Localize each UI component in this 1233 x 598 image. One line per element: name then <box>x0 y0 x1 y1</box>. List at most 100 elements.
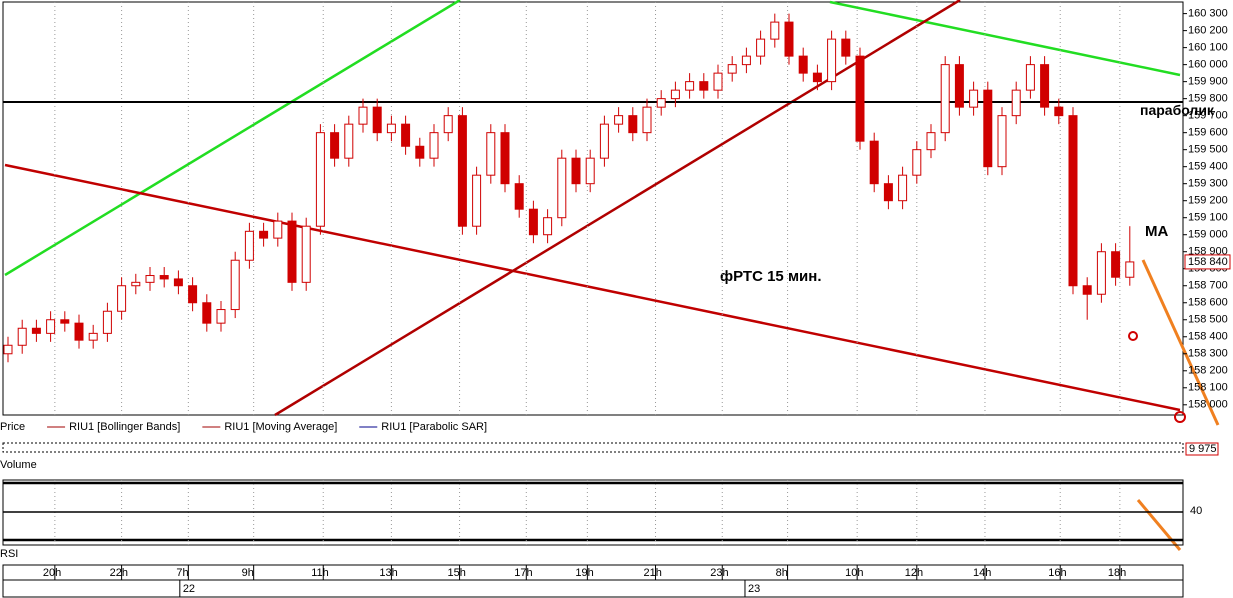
y-tick-label: 159 700 <box>1188 110 1228 122</box>
candle-body <box>1125 261 1135 278</box>
x-tick-label: 18h <box>1108 567 1126 579</box>
x-tick-label: 22h <box>110 567 128 579</box>
x-tick-label: 7h <box>176 567 188 579</box>
candle-body <box>102 310 112 334</box>
y-tick-label: 158 100 <box>1188 382 1228 394</box>
x-tick-label: 21h <box>644 567 662 579</box>
legend-entry: Price <box>0 421 25 433</box>
legend-entry: RIU1 [Parabolic SAR] <box>381 421 487 433</box>
candle-body <box>216 309 226 324</box>
x-tick-label: 23h <box>710 567 728 579</box>
candle-body <box>614 115 624 125</box>
candle-body <box>1025 64 1035 91</box>
candle-body <box>486 132 496 176</box>
y-tick-label: 158 300 <box>1188 348 1228 360</box>
y-tick-label: 159 600 <box>1188 127 1228 139</box>
y-tick-label: 158 600 <box>1188 297 1228 309</box>
candle-body <box>656 98 666 108</box>
candle-body <box>17 327 27 346</box>
date-axis <box>2 579 1184 598</box>
candle-body <box>528 208 538 236</box>
date-label: 23 <box>748 583 760 595</box>
candle-body <box>741 55 751 66</box>
candle-body <box>855 55 865 142</box>
candle-body <box>827 38 837 83</box>
candle-body <box>1011 89 1021 117</box>
y-tick-label: 158 400 <box>1188 331 1228 343</box>
last-price-box <box>1184 254 1231 270</box>
y-tick-label: 159 300 <box>1188 178 1228 190</box>
candle-body <box>457 115 467 227</box>
candle-body <box>1111 251 1121 278</box>
candle-body <box>1054 106 1064 117</box>
candle-body <box>273 220 283 239</box>
candle-body <box>699 81 709 91</box>
chart-title: фРТС 15 мин. <box>720 268 822 285</box>
candle-body <box>202 302 212 324</box>
candle-body <box>287 220 297 283</box>
y-tick-label: 160 300 <box>1188 8 1228 20</box>
y-tick-label: 160 100 <box>1188 42 1228 54</box>
volume-box <box>1185 442 1219 456</box>
y-tick-label: 158 200 <box>1188 365 1228 377</box>
candle-body <box>798 55 808 74</box>
candle-body <box>571 157 581 185</box>
candle-body <box>997 115 1007 168</box>
candle-body <box>131 281 141 287</box>
candle-body <box>685 81 695 91</box>
candle-body <box>358 106 368 125</box>
candle-body <box>926 132 936 151</box>
candle-body <box>159 275 169 280</box>
candle-body <box>1096 251 1106 295</box>
candle-body <box>883 183 893 202</box>
trend-line <box>829 0 1181 77</box>
candle-body <box>557 157 567 219</box>
annotations <box>4 0 1220 551</box>
candle-body <box>713 72 723 91</box>
candle-body <box>401 123 411 147</box>
candle-body <box>46 319 56 334</box>
x-tick-label: 9h <box>242 567 254 579</box>
candle-body <box>642 106 652 134</box>
candle-body <box>301 225 311 283</box>
x-tick-label: 11h <box>311 567 329 579</box>
date-label: 22 <box>183 583 195 595</box>
candle-body <box>74 322 84 341</box>
y-tick-label: 158 000 <box>1188 399 1228 411</box>
candle-body <box>770 21 780 40</box>
y-tick-label: 159 900 <box>1188 76 1228 88</box>
candle-body <box>869 140 879 185</box>
candle-body <box>472 174 482 227</box>
candle-body <box>173 278 183 287</box>
y-tick-label: 158 500 <box>1188 314 1228 326</box>
arrow <box>1136 499 1182 551</box>
price-panel <box>2 1 1184 416</box>
candle-body <box>443 115 453 134</box>
candle-body <box>60 319 70 324</box>
candle-body <box>3 344 13 355</box>
candle-body <box>1040 64 1050 108</box>
legend-entry: RIU1 [Moving Average] <box>224 421 337 433</box>
legend-entry: RIU1 [Bollinger Bands] <box>69 421 180 433</box>
marker <box>1128 331 1138 341</box>
marker <box>1174 411 1186 423</box>
candle-body <box>330 132 340 159</box>
candle-body <box>599 123 609 159</box>
candle-body <box>983 89 993 168</box>
x-tick-label: 14h <box>973 567 991 579</box>
candle-body <box>940 64 950 134</box>
y-tick-label: 159 400 <box>1188 161 1228 173</box>
x-tick-label: 12h <box>905 567 923 579</box>
candle-body <box>1082 285 1092 295</box>
candle-body <box>188 285 198 304</box>
candle-body <box>145 275 155 283</box>
x-tick-label: 8h <box>776 567 788 579</box>
x-tick-label: 10h <box>845 567 863 579</box>
candle-body <box>841 38 851 57</box>
trend-line <box>274 0 961 417</box>
level-label: параболик <box>1140 102 1215 118</box>
candle-body <box>88 332 98 341</box>
candle-body <box>31 327 41 334</box>
candle-body <box>543 217 553 236</box>
